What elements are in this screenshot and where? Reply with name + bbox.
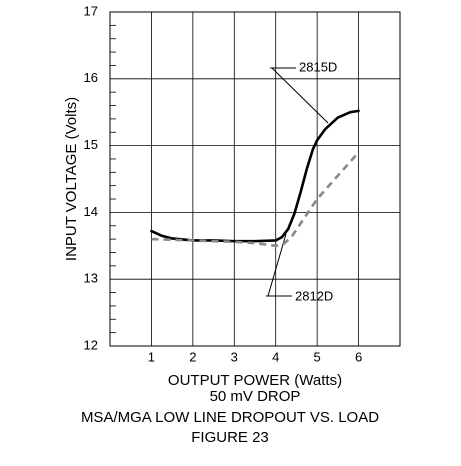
series-label: 2815D xyxy=(299,59,337,74)
y-tick-label: 17 xyxy=(84,3,98,18)
x-tick-label: 2 xyxy=(189,349,196,364)
x-axis-label: OUTPUT POWER (Watts) xyxy=(168,372,342,389)
y-tick-label: 16 xyxy=(84,70,98,85)
x-tick-label: 4 xyxy=(272,349,279,364)
leader-line xyxy=(270,67,329,124)
y-axis-label: INPUT VOLTAGE (Volts) xyxy=(63,97,80,261)
chart-title: MSA/MGA LOW LINE DROPOUT VS. LOAD xyxy=(81,409,379,426)
x-tick-label: 1 xyxy=(148,349,155,364)
y-tick-label: 12 xyxy=(84,337,98,352)
y-tick-label: 13 xyxy=(84,271,98,286)
plot-frame xyxy=(109,11,401,347)
y-tick-label: 14 xyxy=(84,204,98,219)
x-tick-label: 6 xyxy=(355,349,362,364)
x-axis-sublabel: 50 mV DROP xyxy=(210,388,301,405)
x-tick-label: 5 xyxy=(314,349,321,364)
y-tick-label: 15 xyxy=(84,137,98,152)
series-line xyxy=(150,109,360,243)
leader-line xyxy=(266,233,292,297)
series-line xyxy=(151,151,360,248)
x-tick-label: 3 xyxy=(231,349,238,364)
series-label: 2812D xyxy=(295,288,333,303)
figure-label: FIGURE 23 xyxy=(191,429,269,446)
